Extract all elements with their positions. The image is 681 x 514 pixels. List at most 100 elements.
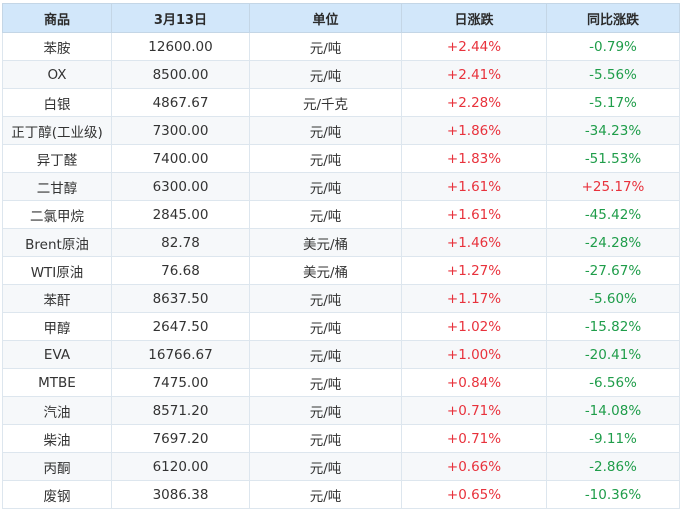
unit-cell: 元/吨 xyxy=(249,480,402,509)
table-row: 苯酐 8637.50 元/吨 +1.17% -5.60% xyxy=(2,284,680,313)
commodity-cell: 白银 xyxy=(2,88,112,117)
daily-change-cell: +1.61% xyxy=(401,200,547,229)
daily-change-cell: +0.71% xyxy=(401,424,547,453)
daily-change-cell: +0.84% xyxy=(401,368,547,397)
table-row: 正丁醇(工业级) 7300.00 元/吨 +1.86% -34.23% xyxy=(2,116,680,145)
yoy-change-cell: -5.56% xyxy=(546,60,680,89)
unit-cell: 元/吨 xyxy=(249,424,402,453)
unit-cell: 元/吨 xyxy=(249,452,402,481)
yoy-change-cell: +25.17% xyxy=(546,172,680,201)
commodity-cell: 苯酐 xyxy=(2,284,112,313)
price-cell: 4867.67 xyxy=(111,88,250,117)
unit-cell: 元/吨 xyxy=(249,116,402,145)
header-daily-change: 日涨跌 xyxy=(401,3,547,33)
commodity-cell: 汽油 xyxy=(2,396,112,425)
table-row: Brent原油 82.78 美元/桶 +1.46% -24.28% xyxy=(2,228,680,257)
table-row: 异丁醛 7400.00 元/吨 +1.83% -51.53% xyxy=(2,144,680,173)
price-cell: 8571.20 xyxy=(111,396,250,425)
table-row: 二氯甲烷 2845.00 元/吨 +1.61% -45.42% xyxy=(2,200,680,229)
price-cell: 7697.20 xyxy=(111,424,250,453)
price-cell: 3086.38 xyxy=(111,480,250,509)
commodity-cell: 苯胺 xyxy=(2,32,112,61)
unit-cell: 美元/桶 xyxy=(249,228,402,257)
header-commodity: 商品 xyxy=(2,3,112,33)
table-row: 柴油 7697.20 元/吨 +0.71% -9.11% xyxy=(2,424,680,453)
price-cell: 7475.00 xyxy=(111,368,250,397)
table-row: 苯胺 12600.00 元/吨 +2.44% -0.79% xyxy=(2,32,680,61)
commodity-cell: 柴油 xyxy=(2,424,112,453)
commodity-cell: EVA xyxy=(2,340,112,369)
daily-change-cell: +2.41% xyxy=(401,60,547,89)
commodity-cell: 二甘醇 xyxy=(2,172,112,201)
daily-change-cell: +2.44% xyxy=(401,32,547,61)
daily-change-cell: +0.66% xyxy=(401,452,547,481)
unit-cell: 元/吨 xyxy=(249,396,402,425)
yoy-change-cell: -51.53% xyxy=(546,144,680,173)
daily-change-cell: +1.83% xyxy=(401,144,547,173)
yoy-change-cell: -24.28% xyxy=(546,228,680,257)
commodity-price-table: 商品 3月13日 单位 日涨跌 同比涨跌 苯胺 12600.00 元/吨 +2.44%… xyxy=(2,3,680,509)
yoy-change-cell: -2.86% xyxy=(546,452,680,481)
yoy-change-cell: -5.60% xyxy=(546,284,680,313)
commodity-cell: WTI原油 xyxy=(2,256,112,285)
price-cell: 82.78 xyxy=(111,228,250,257)
price-cell: 6300.00 xyxy=(111,172,250,201)
daily-change-cell: +1.61% xyxy=(401,172,547,201)
price-cell: 7400.00 xyxy=(111,144,250,173)
unit-cell: 元/吨 xyxy=(249,340,402,369)
price-cell: 16766.67 xyxy=(111,340,250,369)
price-cell: 76.68 xyxy=(111,256,250,285)
commodity-cell: 甲醇 xyxy=(2,312,112,341)
commodity-cell: 异丁醛 xyxy=(2,144,112,173)
unit-cell: 元/吨 xyxy=(249,32,402,61)
unit-cell: 元/吨 xyxy=(249,144,402,173)
daily-change-cell: +1.17% xyxy=(401,284,547,313)
daily-change-cell: +0.71% xyxy=(401,396,547,425)
price-cell: 2647.50 xyxy=(111,312,250,341)
commodity-cell: 废钢 xyxy=(2,480,112,509)
yoy-change-cell: -27.67% xyxy=(546,256,680,285)
table-row: 甲醇 2647.50 元/吨 +1.02% -15.82% xyxy=(2,312,680,341)
yoy-change-cell: -5.17% xyxy=(546,88,680,117)
unit-cell: 元/吨 xyxy=(249,200,402,229)
yoy-change-cell: -15.82% xyxy=(546,312,680,341)
price-cell: 8500.00 xyxy=(111,60,250,89)
table-row: 汽油 8571.20 元/吨 +0.71% -14.08% xyxy=(2,396,680,425)
table-row: MTBE 7475.00 元/吨 +0.84% -6.56% xyxy=(2,368,680,397)
commodity-cell: 正丁醇(工业级) xyxy=(2,116,112,145)
commodity-cell: 二氯甲烷 xyxy=(2,200,112,229)
header-yoy-change: 同比涨跌 xyxy=(546,3,680,33)
table-row: WTI原油 76.68 美元/桶 +1.27% -27.67% xyxy=(2,256,680,285)
header-date-price: 3月13日 xyxy=(111,3,250,33)
commodity-cell: MTBE xyxy=(2,368,112,397)
price-cell: 8637.50 xyxy=(111,284,250,313)
yoy-change-cell: -0.79% xyxy=(546,32,680,61)
table-header-row: 商品 3月13日 单位 日涨跌 同比涨跌 xyxy=(2,3,680,33)
unit-cell: 美元/桶 xyxy=(249,256,402,285)
unit-cell: 元/千克 xyxy=(249,88,402,117)
table-body: 苯胺 12600.00 元/吨 +2.44% -0.79% OX 8500.00 元/吨 +2.… xyxy=(2,32,680,509)
table-row: 白银 4867.67 元/千克 +2.28% -5.17% xyxy=(2,88,680,117)
unit-cell: 元/吨 xyxy=(249,172,402,201)
table-row: 二甘醇 6300.00 元/吨 +1.61% +25.17% xyxy=(2,172,680,201)
commodity-cell: 丙酮 xyxy=(2,452,112,481)
price-cell: 7300.00 xyxy=(111,116,250,145)
commodity-cell: OX xyxy=(2,60,112,89)
price-cell: 12600.00 xyxy=(111,32,250,61)
table-row: EVA 16766.67 元/吨 +1.00% -20.41% xyxy=(2,340,680,369)
table-row: OX 8500.00 元/吨 +2.41% -5.56% xyxy=(2,60,680,89)
unit-cell: 元/吨 xyxy=(249,284,402,313)
yoy-change-cell: -20.41% xyxy=(546,340,680,369)
unit-cell: 元/吨 xyxy=(249,312,402,341)
daily-change-cell: +1.27% xyxy=(401,256,547,285)
daily-change-cell: +2.28% xyxy=(401,88,547,117)
price-cell: 6120.00 xyxy=(111,452,250,481)
header-unit: 单位 xyxy=(249,3,402,33)
yoy-change-cell: -34.23% xyxy=(546,116,680,145)
yoy-change-cell: -10.36% xyxy=(546,480,680,509)
daily-change-cell: +1.86% xyxy=(401,116,547,145)
table-row: 废钢 3086.38 元/吨 +0.65% -10.36% xyxy=(2,480,680,509)
commodity-cell: Brent原油 xyxy=(2,228,112,257)
price-cell: 2845.00 xyxy=(111,200,250,229)
daily-change-cell: +1.00% xyxy=(401,340,547,369)
